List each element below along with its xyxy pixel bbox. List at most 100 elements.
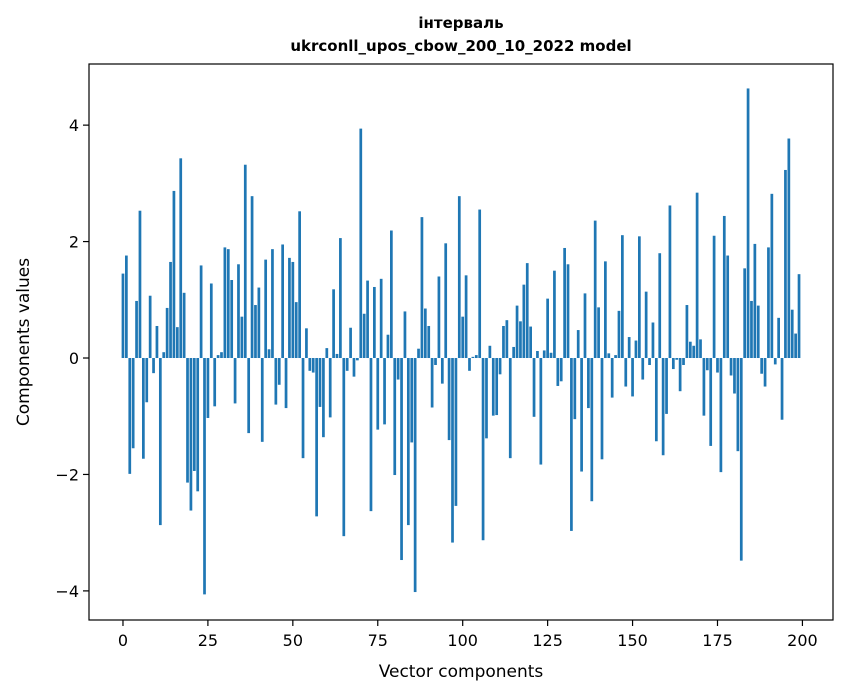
bar — [743, 268, 747, 359]
bar — [434, 358, 437, 365]
bar — [719, 358, 723, 473]
bar — [243, 164, 247, 359]
bar — [254, 305, 257, 359]
bar — [186, 358, 189, 483]
bar — [417, 348, 420, 359]
bar — [413, 358, 417, 593]
bar — [223, 247, 227, 359]
bar — [668, 205, 672, 359]
bar — [617, 310, 621, 359]
bar — [770, 193, 774, 359]
bar — [356, 358, 359, 361]
bar — [447, 358, 451, 441]
bar — [736, 358, 740, 452]
bar — [478, 209, 482, 359]
bar — [481, 358, 485, 541]
bar — [362, 313, 366, 359]
bar — [189, 358, 193, 511]
bar — [739, 358, 743, 561]
bar — [485, 358, 488, 439]
bar — [519, 321, 522, 359]
bar — [250, 196, 254, 359]
bar — [536, 351, 539, 359]
bar — [773, 358, 777, 365]
bar — [794, 333, 797, 359]
bar — [709, 358, 713, 446]
bar — [240, 316, 244, 359]
bar — [641, 358, 645, 380]
bar — [529, 326, 532, 359]
bar — [665, 358, 668, 414]
bar — [444, 243, 448, 359]
bar — [787, 138, 791, 359]
bar — [631, 358, 634, 397]
bar — [457, 196, 461, 359]
bar — [590, 358, 594, 502]
bar — [702, 358, 706, 416]
bar — [726, 255, 730, 359]
bar — [175, 327, 179, 359]
bar — [790, 309, 794, 359]
bar — [390, 230, 393, 359]
bar — [230, 280, 234, 359]
bar — [675, 358, 679, 360]
bar — [213, 358, 217, 407]
bar — [199, 265, 203, 359]
bar — [580, 358, 583, 472]
bar — [522, 284, 526, 359]
bar — [322, 358, 325, 438]
bar — [403, 311, 407, 359]
bar — [716, 358, 719, 373]
bar — [746, 88, 750, 359]
bar — [671, 358, 675, 370]
bar — [135, 300, 138, 359]
bar — [226, 249, 230, 359]
bar — [525, 263, 529, 359]
bar — [138, 210, 142, 359]
bar — [369, 358, 373, 512]
y-tick-label: 4 — [69, 116, 79, 135]
bar — [464, 275, 468, 359]
bar — [607, 353, 611, 359]
x-tick-label: 50 — [283, 631, 303, 650]
bar — [125, 255, 128, 359]
bar — [705, 358, 709, 371]
bar — [349, 327, 352, 359]
bar — [379, 278, 383, 359]
bar — [342, 358, 346, 537]
bar — [729, 358, 733, 376]
bar — [502, 325, 505, 359]
y-tick-label: −2 — [55, 465, 79, 484]
bar — [733, 358, 736, 394]
bar — [264, 259, 268, 359]
bar — [260, 358, 264, 442]
y-axis-ticks: −4 −2 0 2 4 — [55, 116, 89, 601]
chart-title-line-2: ukrconll_upos_cbow_200_10_2022 model — [290, 37, 631, 55]
bar — [294, 302, 298, 359]
bar — [760, 358, 764, 374]
bar — [335, 353, 339, 359]
y-tick-label: 0 — [69, 349, 79, 368]
bar — [145, 358, 149, 403]
bar — [328, 358, 332, 418]
bar — [597, 307, 600, 359]
bar — [498, 358, 502, 375]
x-tick-label: 175 — [702, 631, 733, 650]
bar — [688, 341, 692, 359]
bar — [699, 339, 702, 359]
x-tick-label: 100 — [447, 631, 478, 650]
bar — [559, 358, 563, 382]
bar — [325, 348, 329, 359]
bar — [532, 358, 536, 417]
bar — [281, 244, 284, 359]
bar — [311, 358, 315, 373]
bar — [576, 330, 580, 359]
bar — [661, 358, 665, 456]
bar — [546, 298, 549, 359]
bar — [553, 270, 556, 359]
bar — [131, 358, 135, 449]
bar — [277, 358, 281, 385]
bar — [233, 358, 237, 404]
bar — [420, 217, 424, 359]
